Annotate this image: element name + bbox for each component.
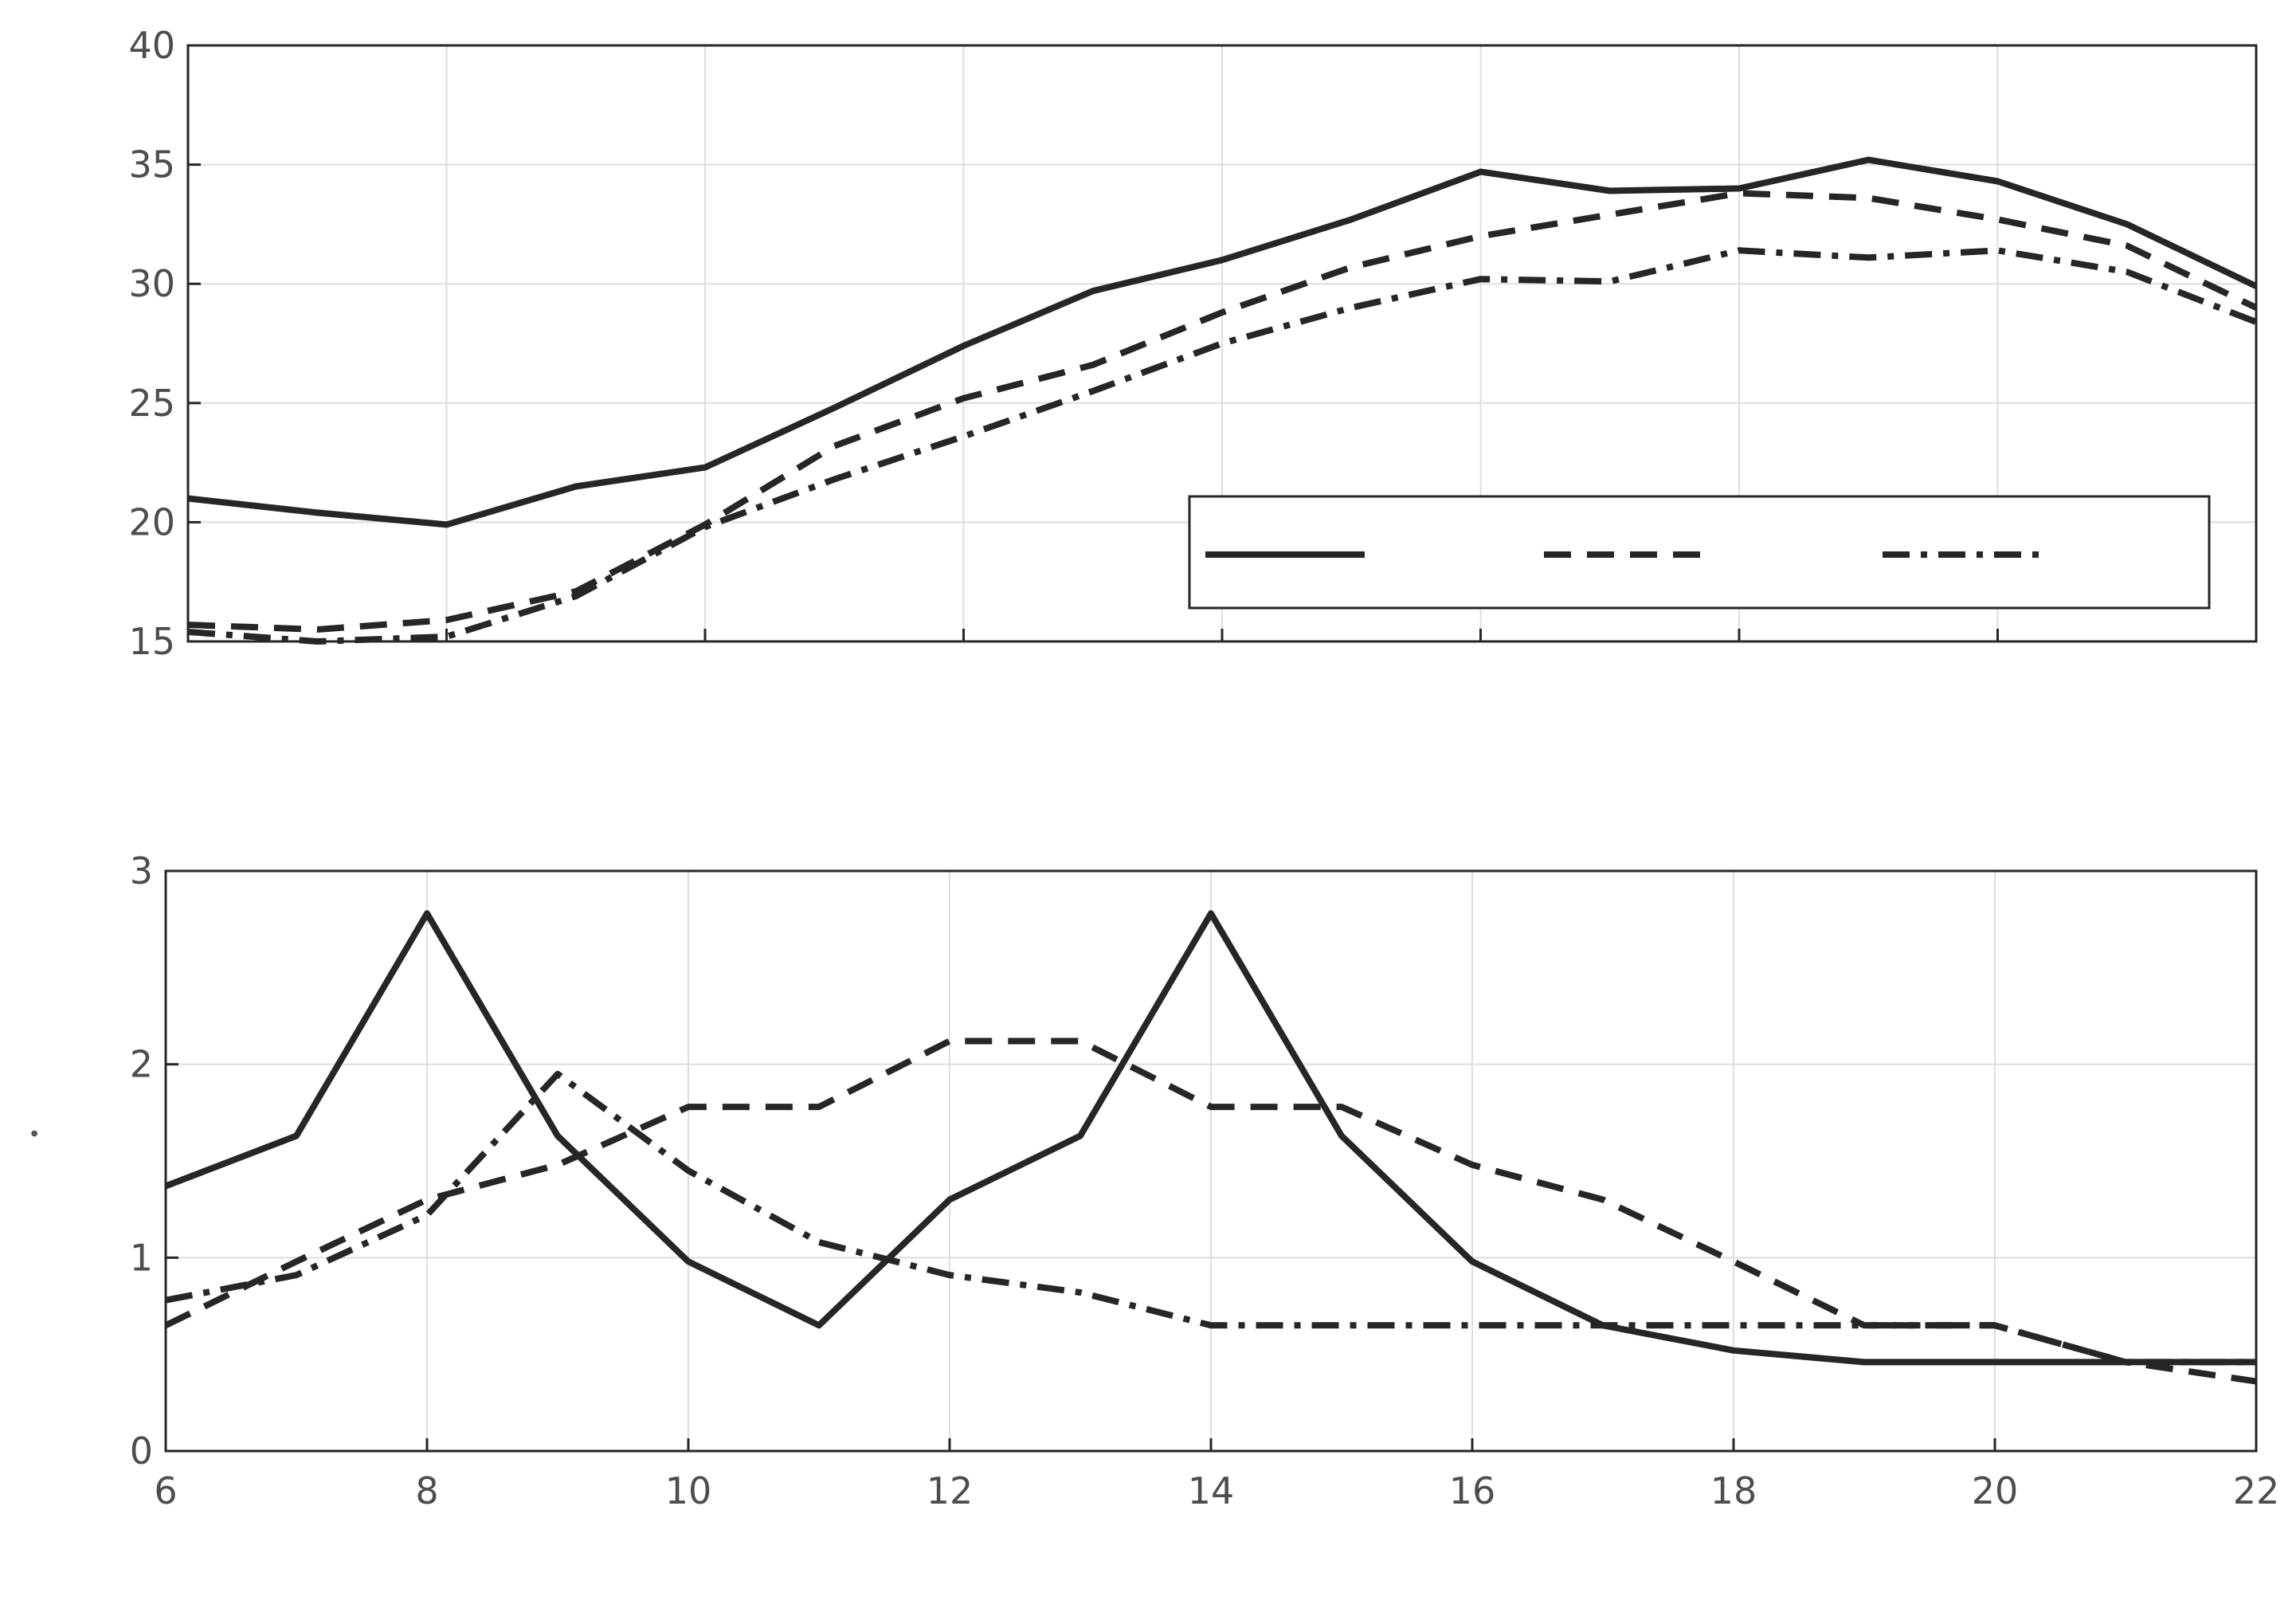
y-tick-label: 3 [130, 849, 153, 892]
y-tick-label: 0 [130, 1430, 153, 1473]
x-tick-label: 8 [415, 1469, 438, 1512]
q-dot: · [7, 1126, 63, 1141]
bottom-x-ticks: 6 8 10 12 14 16 18 20 22 [154, 1438, 2279, 1512]
x-tick-label: 16 [1449, 1469, 1496, 1512]
bottom-y-ticks: 0 1 2 3 [130, 849, 178, 1473]
series-tl3 [165, 1070, 2256, 1366]
y-tick-label: 15 [128, 620, 175, 663]
series-tl1 [164, 910, 2256, 1366]
bottom-series-group [164, 910, 2257, 1385]
y-tick-label: 1 [130, 1236, 153, 1279]
series-tl2 [187, 190, 2258, 633]
y-tick-label: 35 [128, 143, 175, 186]
legend [1188, 495, 2211, 610]
y-tick-label: 20 [128, 500, 175, 543]
y-tick-label: 25 [128, 382, 175, 425]
x-tick-label: 12 [927, 1469, 974, 1512]
x-tick-label: 22 [2233, 1469, 2280, 1512]
x-tick-label: 6 [154, 1469, 177, 1512]
x-tick-label: 10 [665, 1469, 712, 1512]
x-tick-label: 18 [1710, 1469, 1757, 1512]
top-y-ticks: 15 20 25 30 35 40 [128, 24, 201, 663]
x-tick-label: 14 [1188, 1469, 1235, 1512]
series-tl3 [187, 247, 2258, 645]
top-axes-frame [186, 44, 2258, 643]
y-tick-label: 2 [130, 1043, 153, 1086]
y-tick-label: 40 [128, 24, 175, 67]
y-tick-label: 30 [128, 262, 175, 305]
series-tl1 [187, 156, 2258, 528]
x-tick-label: 20 [1972, 1469, 2019, 1512]
temperature-panel: 15 20 25 30 35 40 [128, 24, 2258, 663]
top-series-group [187, 156, 2258, 645]
